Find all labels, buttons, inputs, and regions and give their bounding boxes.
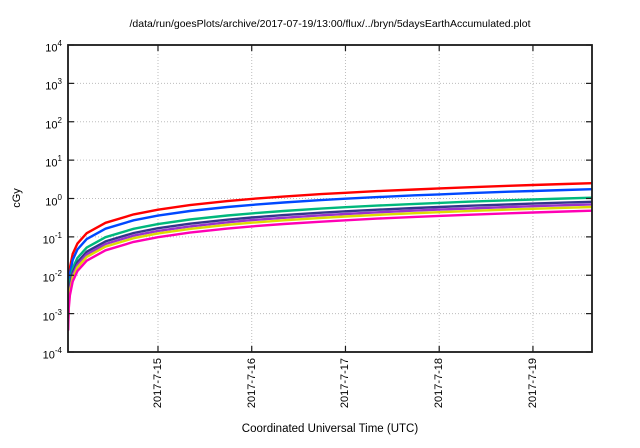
series-line-navy — [68, 200, 592, 323]
y-tick-label: 10-1 — [42, 230, 62, 247]
chart-title: /data/run/goesPlots/archive/2017-07-19/1… — [129, 18, 531, 30]
x-tick-label: 2017-7-15 — [151, 358, 164, 409]
x-axis-title: Coordinated Universal Time (UTC) — [241, 423, 419, 435]
y-tick-label: 10-4 — [42, 346, 62, 362]
plot-border — [67, 44, 593, 353]
x-tick-label: 2017-7-16 — [245, 358, 258, 409]
series-line-yellow — [68, 205, 592, 328]
y-tick-label: 100 — [45, 192, 62, 209]
y-tick-label: 101 — [45, 154, 62, 170]
y-tick-label: 10-3 — [42, 307, 62, 324]
series-line-magenta — [68, 209, 592, 331]
series-line-green — [68, 196, 592, 318]
y-tick-label: 10-2 — [42, 269, 62, 285]
series-line-red — [68, 181, 592, 304]
y-tick-label: 102 — [45, 115, 62, 132]
x-tick-label: 2017-7-19 — [526, 358, 539, 409]
y-tick-label: 104 — [45, 39, 62, 55]
y-tick-label: 103 — [45, 77, 62, 94]
x-tick-label: 2017-7-17 — [339, 358, 352, 409]
x-tick-label: 2017-7-18 — [433, 358, 446, 409]
series-line-blue — [68, 187, 592, 310]
